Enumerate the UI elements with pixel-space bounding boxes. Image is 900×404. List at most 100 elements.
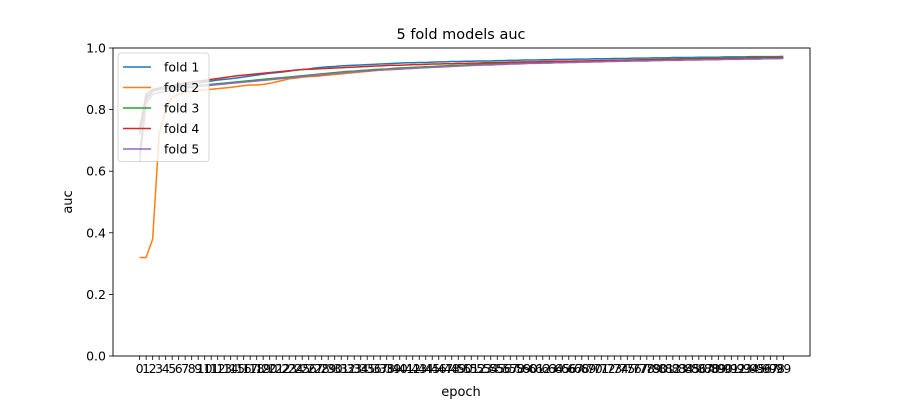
x-tick-label: 15	[229, 361, 245, 376]
y-axis-label: auc	[61, 190, 76, 213]
x-tick-label: 65	[554, 361, 570, 376]
x-tick-label: 37	[372, 361, 388, 376]
x-tick-label: 24	[288, 361, 304, 376]
x-tick-label: 10	[197, 361, 213, 376]
x-tick-label: 7	[181, 361, 189, 376]
x-tick-label: 84	[678, 361, 694, 376]
x-tick-label: 75	[619, 361, 635, 376]
x-tick-label: 85	[684, 361, 700, 376]
chart-title: 5 fold models auc	[396, 27, 525, 43]
x-tick-label: 11	[203, 361, 219, 376]
x-tick-label: 56	[496, 361, 512, 376]
x-tick-label: 2	[149, 361, 157, 376]
x-tick-label: 35	[359, 361, 375, 376]
y-tick-label: 1.0	[86, 41, 106, 56]
y-axis: 0.0 0.2 0.4 0.6 0.8 1.0	[86, 41, 113, 364]
x-tick-label: 83	[671, 361, 687, 376]
x-tick-label: 1	[142, 361, 150, 376]
x-tick-label: 9	[194, 361, 202, 376]
x-tick-label: 95	[749, 361, 765, 376]
x-tick-label: 64	[548, 361, 564, 376]
x-tick-label: 61	[528, 361, 544, 376]
x-tick-label: 62	[535, 361, 551, 376]
legend-label: fold 1	[164, 60, 199, 75]
x-tick-label: 47	[437, 361, 453, 376]
x-tick-label: 67	[567, 361, 583, 376]
x-tick-label: 44	[418, 361, 434, 376]
x-tick-label: 33	[346, 361, 362, 376]
x-tick-label: 92	[730, 361, 746, 376]
x-tick-label: 81	[658, 361, 674, 376]
x-tick-label: 20	[262, 361, 278, 376]
x-tick-label: 12	[210, 361, 226, 376]
x-tick-label: 88	[704, 361, 720, 376]
x-tick-label: 49	[450, 361, 466, 376]
x-tick-label: 26	[301, 361, 317, 376]
x-tick-label: 60	[522, 361, 538, 376]
x-tick-label: 31	[333, 361, 349, 376]
x-tick-label: 46	[431, 361, 447, 376]
x-tick-label: 93	[736, 361, 752, 376]
x-tick-label: 16	[236, 361, 252, 376]
x-tick-label: 4	[162, 361, 170, 376]
legend-label: fold 3	[164, 101, 199, 116]
x-tick-label: 43	[411, 361, 427, 376]
x-tick-label: 99	[775, 361, 791, 376]
y-tick-label: 0.2	[86, 287, 106, 302]
x-tick-label: 89	[710, 361, 726, 376]
x-tick-label: 78	[639, 361, 655, 376]
x-tick-label: 29	[320, 361, 336, 376]
y-tick-label: 0.6	[86, 164, 106, 179]
x-tick-label: 18	[249, 361, 265, 376]
x-tick-label: 27	[307, 361, 323, 376]
x-tick-label: 17	[242, 361, 258, 376]
x-tick-label: 22	[275, 361, 291, 376]
x-tick-label: 63	[541, 361, 557, 376]
x-tick-label: 36	[366, 361, 382, 376]
x-tick-label: 73	[606, 361, 622, 376]
legend-label: fold 4	[164, 121, 199, 136]
x-tick-label: 13	[216, 361, 232, 376]
x-tick-label: 25	[294, 361, 310, 376]
x-tick-label: 39	[385, 361, 401, 376]
x-tick-label: 28	[314, 361, 330, 376]
x-tick-label: 96	[756, 361, 772, 376]
x-tick-label: 57	[502, 361, 518, 376]
x-tick-label: 71	[593, 361, 609, 376]
x-tick-label: 69	[580, 361, 596, 376]
x-tick-label: 77	[632, 361, 648, 376]
x-tick-label: 86	[691, 361, 707, 376]
x-tick-label: 90	[717, 361, 733, 376]
x-tick-label: 48	[444, 361, 460, 376]
legend-box	[117, 52, 210, 162]
x-tick-label: 72	[600, 361, 616, 376]
x-tick-label: 52	[470, 361, 486, 376]
x-tick-label: 66	[561, 361, 577, 376]
legend-label: fold 2	[164, 80, 199, 95]
y-tick-label: 0.4	[86, 225, 106, 240]
x-tick-label: 5	[168, 361, 176, 376]
x-tick-label: 80	[652, 361, 668, 376]
series-group	[138, 55, 784, 259]
x-tick-label: 38	[379, 361, 395, 376]
series-line-4	[138, 57, 784, 129]
x-tick-label: 21	[268, 361, 284, 376]
x-tick-label: 58	[509, 361, 525, 376]
x-tick-label: 6	[175, 361, 183, 376]
x-axis: 0123456789101112131415161718192021222324…	[136, 356, 791, 376]
x-tick-label: 54	[483, 361, 499, 376]
x-tick-label: 68	[574, 361, 590, 376]
x-tick-label: 51	[463, 361, 479, 376]
x-tick-label: 19	[255, 361, 271, 376]
x-tick-label: 70	[587, 361, 603, 376]
plot-frame	[112, 47, 811, 357]
series-line-1	[138, 55, 784, 135]
x-tick-label: 0	[136, 361, 144, 376]
x-tick-label: 59	[515, 361, 531, 376]
series-line-5	[138, 57, 784, 163]
x-axis-label: epoch	[441, 385, 481, 400]
y-tick-label: 0.8	[86, 102, 106, 117]
y-tick-label: 0.0	[86, 349, 106, 364]
